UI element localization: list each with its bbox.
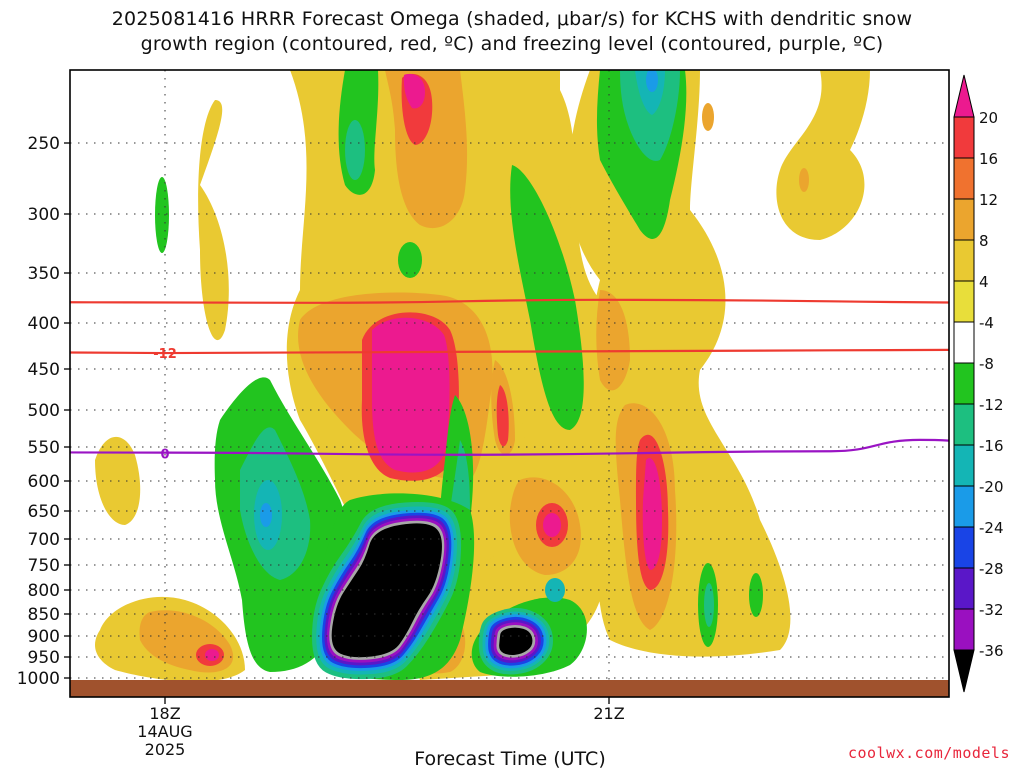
colorbar-label-2: 12 [979, 191, 998, 209]
y-tick-label-350: 350 [28, 264, 60, 284]
omega-orange-dot2 [799, 168, 809, 192]
omega-green-e2 [749, 573, 763, 617]
colorbar-label-0: 20 [979, 109, 998, 127]
colorbar-swatch-1 [953, 157, 975, 200]
contour-line--12 [70, 348, 949, 355]
omega-green-diag [510, 165, 584, 430]
y-tick-label-550: 550 [28, 438, 60, 458]
contour-label-4: 0 [160, 447, 169, 462]
colorbar-swatch-9 [953, 485, 975, 528]
colorbar-label-8: -16 [979, 437, 1004, 455]
omega-pink-mid [543, 513, 561, 537]
x-tick-label-18Z: 18Z [149, 704, 180, 723]
contour-line--18 [70, 298, 949, 304]
y-tick-label-500: 500 [28, 401, 60, 421]
y-tick-label-1000: 1000 [17, 669, 60, 689]
colorbar-label-11: -28 [979, 560, 1004, 578]
plot-frame [69, 69, 950, 698]
omega-red-strip [496, 385, 509, 447]
omega-cyan-small [545, 578, 565, 602]
y-tick-label-300: 300 [28, 205, 60, 225]
contour-line-0 [70, 438, 949, 456]
y-tick-label-400: 400 [28, 314, 60, 334]
colorbar-label-5: -4 [979, 314, 994, 332]
x-tick-sublabel-18Z-0: 14AUG [137, 722, 192, 741]
omega-sink-secondary-7 [499, 627, 533, 655]
colorbar-label-1: 16 [979, 150, 998, 168]
omega-yellow-west [198, 100, 229, 341]
y-tick-label-650: 650 [28, 502, 60, 522]
omega-pink-top [403, 73, 425, 109]
ground-bar [70, 680, 949, 697]
colorbar-label-3: 8 [979, 232, 989, 250]
omega-pink-lowwest [205, 649, 219, 661]
omega-green-w [155, 177, 169, 253]
colorbar-swatch-11 [953, 567, 975, 610]
colorbar-swatch-5 [953, 321, 975, 364]
y-tick-label-450: 450 [28, 360, 60, 380]
y-tick-label-250: 250 [28, 134, 60, 154]
omega-blue-ne [646, 70, 658, 92]
colorbar: 20 16 12 8 4 -4 -8 -12 -16 -20 -24 -28 -32 -36 [953, 74, 1004, 693]
omega-green-small [398, 242, 422, 278]
omega-shading [95, 70, 870, 682]
omega-blue-west [260, 503, 272, 527]
omega-pink-core [372, 317, 450, 473]
omega-teal-top [345, 120, 365, 180]
colorbar-swatch-2 [953, 198, 975, 241]
x-axis-label: Forecast Time (UTC) [414, 748, 605, 768]
y-tick-label-850: 850 [28, 605, 60, 625]
title-line-1: 2025081416 HRRR Forecast Omega (shaded, … [111, 8, 913, 30]
omega-pink-east [642, 458, 662, 570]
y-tick-label-950: 950 [28, 648, 60, 668]
colorbar-label-4: 4 [979, 273, 989, 291]
colorbar-swatch-4 [953, 280, 975, 323]
colorbar-swatch-3 [953, 239, 975, 282]
colorbar-label-7: -12 [979, 396, 1004, 414]
colorbar-swatch-10 [953, 526, 975, 569]
omega-teal-ne [620, 70, 680, 161]
omega-yellow-sw [95, 436, 141, 525]
colorbar-swatch-0 [953, 116, 975, 159]
colorbar-label-9: -20 [979, 478, 1004, 496]
colorbar-label-13: -36 [979, 642, 1004, 660]
colorbar-bottom-icon [953, 649, 975, 693]
omega-orange-e1 [596, 290, 630, 391]
colorbar-swatch-6 [953, 362, 975, 405]
x-tick-label-21Z: 21Z [593, 704, 624, 723]
y-tick-label-800: 800 [28, 581, 60, 601]
contour-label-2: -12 [153, 347, 177, 362]
omega-sink-core-7 [331, 523, 442, 658]
colorbar-label-10: -24 [979, 519, 1004, 537]
credit-text: coolwx.com/models [847, 744, 1010, 762]
y-axis: 2503003504004505005506006507007508008509… [17, 134, 70, 689]
title-line-2: growth region (contoured, red, ºC) and f… [140, 33, 884, 55]
colorbar-swatch-12 [953, 608, 975, 651]
colorbar-swatch-8 [953, 444, 975, 487]
y-tick-label-900: 900 [28, 627, 60, 647]
x-tick-sublabel-18Z-1: 2025 [145, 740, 186, 759]
omega-yellow-ne [776, 70, 870, 240]
colorbar-label-12: -32 [979, 601, 1004, 619]
colorbar-top-icon [953, 74, 975, 118]
colorbar-label-6: -8 [979, 355, 994, 373]
y-tick-label-750: 750 [28, 556, 60, 576]
omega-orange-dot [702, 103, 714, 131]
y-tick-label-700: 700 [28, 530, 60, 550]
x-axis: 18Z14AUG202521Z00Z15AUG03Z06Z09Z [137, 697, 625, 759]
contour-lines: -18-18-12-12000 [70, 298, 949, 462]
grid-lines [70, 70, 949, 697]
omega-teal-e [704, 583, 714, 627]
colorbar-swatch-7 [953, 403, 975, 446]
y-tick-label-600: 600 [28, 472, 60, 492]
